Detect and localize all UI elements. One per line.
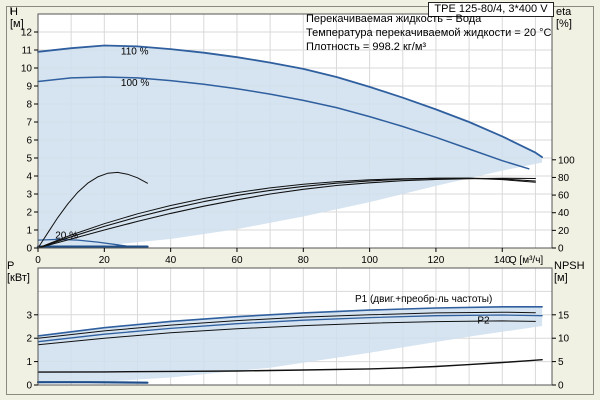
operating-envelope — [38, 45, 543, 248]
curve-eta-b — [37, 177, 536, 249]
info-line-temperature: Температура перекачиваемой жидкости = 20… — [306, 27, 552, 39]
y2-axis-tick-label: 0 — [558, 381, 564, 392]
y2-axis-tick-label: 20 — [558, 226, 570, 237]
npsh-axis-label: NPSH [м] — [554, 260, 585, 284]
p1-label: P1 (двиг.+преобр-ль частоты) — [355, 293, 492, 305]
y2-axis-tick-label: 40 — [558, 208, 570, 219]
speed-20-label: 20 % — [55, 231, 78, 242]
x-axis-tick-label: 60 — [231, 255, 243, 266]
liquid-info-block: Перекачиваемая жидкость = Вода Температу… — [306, 12, 551, 54]
speed-110-label: 110 % — [121, 47, 149, 58]
x-axis-tick-label: 120 — [428, 255, 445, 266]
pump-title: TPE 125-80/4, 3*400 V — [434, 3, 548, 15]
eta-axis-label: eta [%] — [556, 6, 572, 30]
y-axis-tick-label: 9 — [26, 82, 32, 93]
y-axis-tick-label: 0 — [26, 244, 32, 255]
curve-speed-100 — [37, 76, 530, 170]
curve-p-20 — [36, 381, 149, 384]
curve-npsh — [37, 359, 543, 373]
plot-border — [37, 267, 553, 386]
x-axis-title: Q [м³/ч] — [509, 255, 544, 266]
pump-title-box: TPE 125-80/4, 3*400 V — [428, 2, 554, 17]
y-axis-tick-label: 5 — [26, 154, 32, 165]
info-line-density: Плотность = 998.2 кг/м³ — [306, 41, 427, 53]
y-axis-tick-label: 3 — [26, 310, 32, 321]
curve-speed-110 — [37, 44, 543, 159]
y-axis-tick-label: 2 — [26, 208, 32, 219]
y-axis-tick-label: 1 — [26, 226, 32, 237]
x-axis-tick-label: 40 — [165, 255, 177, 266]
y-axis-tick-label: 2 — [26, 334, 32, 345]
y2-axis-tick-label: 5 — [558, 357, 564, 368]
curve-eta-c — [37, 177, 536, 249]
y-axis-tick-label: 7 — [26, 118, 32, 129]
curve-eta-20 — [37, 171, 148, 249]
x-axis-tick-label: 80 — [298, 255, 310, 266]
plot-border — [37, 13, 553, 249]
curve-speed-20 — [37, 238, 135, 248]
head-axis-label: H [м] — [10, 6, 24, 30]
curve-p-black-upper — [37, 311, 536, 339]
curve-p1 — [37, 305, 543, 337]
y-axis-tick-label: 11 — [22, 46, 33, 57]
x-axis-tick-label: 0 — [35, 255, 41, 266]
power-axis-label: P [кВт] — [7, 260, 30, 284]
x-axis-tick-label: 20 — [99, 255, 111, 266]
x-axis-tick-label: 100 — [361, 255, 378, 266]
y-axis-tick-label: 3 — [26, 190, 32, 201]
y-axis-tick-label: 0 — [26, 381, 32, 392]
speed-100-label: 100 % — [121, 78, 149, 89]
y-axis-tick-label: 1 — [26, 357, 32, 368]
frame-mark — [10, 6, 11, 14]
y2-axis-tick-label: 60 — [558, 191, 570, 202]
y2-axis-tick-label: 0 — [558, 244, 564, 255]
info-line-liquid: Перекачиваемая жидкость = Вода — [306, 13, 482, 25]
curve-p-black-lower — [37, 320, 536, 346]
y-axis-tick-label: 10 — [21, 64, 33, 75]
y2-axis-tick-label: 10 — [558, 334, 570, 345]
p2-label: P2 — [477, 316, 490, 327]
x-axis-tick-label: 140 — [494, 255, 511, 266]
y-axis-tick-label: 6 — [26, 136, 32, 147]
y2-axis-tick-label: 80 — [558, 173, 570, 184]
y2-axis-tick-label: 100 — [558, 155, 575, 166]
y-axis-tick-label: 12 — [21, 28, 33, 39]
y-axis-tick-label: 8 — [26, 100, 32, 111]
curve-p2 — [37, 314, 543, 343]
y-axis-tick-label: 4 — [26, 172, 32, 183]
y2-axis-tick-label: 15 — [558, 310, 570, 321]
page-frame — [6, 6, 594, 395]
